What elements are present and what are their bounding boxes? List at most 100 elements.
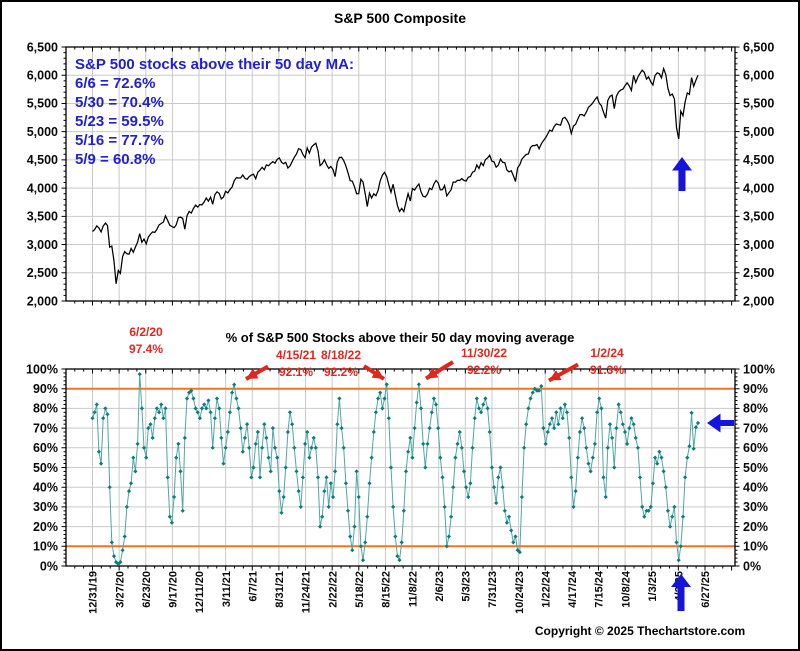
y-axis-label-right: 5,000	[743, 125, 774, 139]
annotation-arrows	[245, 157, 734, 611]
y-axis-label-left: 40%	[33, 481, 58, 495]
x-axis-label: 7/31/23	[487, 571, 499, 608]
y-axis-label-right: 5,500	[743, 97, 774, 111]
y-axis-label-right: 4,000	[743, 181, 774, 195]
callout-peak: 4/15/21 92.1%	[276, 347, 316, 381]
x-axis-label: 9/17/20	[168, 571, 180, 608]
y-axis-label-right: 4,500	[743, 153, 774, 167]
pct-above-ma-markers	[90, 372, 701, 567]
y-axis-label-left: 70%	[33, 421, 58, 435]
y-axis-label-right: 2,000	[743, 294, 774, 308]
red-arrow-icon-1	[245, 364, 269, 381]
callout-value: 97.4%	[128, 342, 164, 356]
blue-up-arrow-icon	[672, 157, 692, 191]
axis-ticks	[61, 368, 740, 571]
callout-date: 1/2/24	[590, 346, 624, 360]
y-axis-label-right: 100%	[743, 362, 775, 376]
x-axis-label: 1/22/24	[540, 570, 552, 608]
x-axis-label: 1/3/25	[647, 571, 659, 602]
y-axis-label-right: 6,500	[743, 40, 774, 54]
x-axis-label: 3/27/20	[114, 571, 126, 608]
x-axis-label: 4/17/24	[567, 570, 579, 608]
red-arrow-icon-3	[424, 360, 455, 381]
annotation-box-title: S&P 500 stocks above their 50 day MA:	[75, 56, 355, 73]
x-axis-label: 12/11/20	[194, 571, 206, 613]
y-axis-label-right: 2,500	[743, 266, 774, 280]
annotation-line: 5/16 = 77.7%	[75, 132, 164, 149]
x-axis-label: 2/6/23	[434, 571, 446, 602]
x-axis-label: 6/23/20	[141, 571, 153, 608]
callout-value: 92.1%	[278, 365, 314, 379]
y-axis-label-right: 50%	[743, 461, 768, 475]
x-axis-label: 10/8/24	[620, 570, 632, 608]
y-axis-label-right: 30%	[743, 500, 768, 514]
annotation-line: 6/6 = 72.6%	[75, 75, 156, 92]
y-axis-label-left: 5,500	[27, 97, 58, 111]
y-axis-label-left: 10%	[33, 540, 58, 554]
x-axis-label: 6/7/21	[247, 571, 259, 602]
callout-value: 92.2%	[323, 365, 359, 379]
callout-value: 92.2%	[466, 363, 502, 377]
y-axis-label-left: 6,500	[27, 40, 58, 54]
y-axis-label-right: 70%	[743, 421, 768, 435]
annotation-line: 5/23 = 59.5%	[75, 113, 164, 130]
y-axis-label-left: 6,000	[27, 69, 58, 83]
callout-peak: 6/2/20 97.4%	[129, 324, 163, 358]
above-ma-annotation-box: S&P 500 stocks above their 50 day MA: 6/…	[75, 55, 354, 169]
x-axis-label: 2/22/22	[327, 571, 339, 608]
y-axis-label-left: 2,000	[27, 294, 58, 308]
x-axis-label: 5/3/23	[461, 571, 473, 602]
x-axis-label: 8/31/21	[274, 571, 286, 608]
y-axis-label-left: 90%	[33, 382, 58, 396]
y-axis-label-right: 10%	[743, 540, 768, 554]
y-axis-label-right: 20%	[743, 520, 768, 534]
blue-left-arrow-icon	[707, 413, 734, 433]
blue-up-arrow2-icon	[671, 574, 691, 611]
y-axis-label-right: 90%	[743, 382, 768, 396]
callout-date: 6/2/20	[129, 325, 163, 339]
x-axis-label: 3/11/21	[221, 571, 233, 607]
x-axis-label: 11/24/21	[301, 571, 313, 613]
annotation-line: 5/30 = 70.4%	[75, 94, 164, 111]
y-axis-label-left: 4,000	[27, 181, 58, 195]
y-axis-label-right: 80%	[743, 402, 768, 416]
callout-value: 91.3%	[589, 363, 625, 377]
y-axis-label-right: 3,500	[743, 210, 774, 224]
annotation-line: 5/9 = 60.8%	[75, 151, 156, 168]
callout-peak: 8/18/22 92.2%	[321, 347, 361, 381]
x-axis-label: 8/15/22	[381, 571, 393, 608]
y-axis-label-left: 5,000	[27, 125, 58, 139]
red-arrow-icon-2	[362, 364, 386, 381]
y-axis-label-left: 4,500	[27, 153, 58, 167]
x-axis-label: 10/24/23	[514, 571, 526, 614]
callout-peak: 11/30/22 92.2%	[461, 345, 507, 379]
callout-date: 4/15/21	[275, 348, 317, 362]
callout-date: 8/18/22	[320, 348, 362, 362]
callout-date: 11/30/22	[460, 346, 508, 360]
y-axis-label-left: 30%	[33, 500, 58, 514]
y-axis-label-right: 3,000	[743, 238, 774, 252]
y-axis-label-left: 80%	[33, 402, 58, 416]
page-title: S&P 500 Composite	[333, 10, 466, 26]
x-axis-label: 7/15/24	[594, 570, 606, 608]
y-axis-label-right: 40%	[743, 481, 768, 495]
y-axis-label-left: 100%	[26, 362, 58, 376]
copyright-text: Copyright © 2025 Thechartstore.com	[534, 624, 746, 638]
pct-above-ma-chart: 0% 0% 10% 10% 20% 20% 30% 30% 40% 40% 50% 50% 60% 60%…	[26, 362, 775, 573]
y-axis-label-left: 20%	[33, 520, 58, 534]
x-axis-label: 11/8/22	[407, 571, 419, 607]
y-axis-label-left: 0%	[40, 559, 58, 573]
x-axis-label: 6/27/25	[700, 571, 712, 608]
axis-ticks	[61, 46, 740, 306]
y-axis-label-right: 0%	[743, 559, 761, 573]
y-axis-label-left: 3,000	[27, 238, 58, 252]
y-axis-label-left: 60%	[33, 441, 58, 455]
price-chart: 2,000 2,000 2,500 2,500 3,000 3,000 3,500 3,500…	[27, 40, 775, 308]
y-axis-label-right: 6,000	[743, 69, 774, 83]
x-axis-label: 5/18/22	[354, 571, 366, 608]
x-axis-label: 12/31/19	[88, 571, 100, 614]
sp500-price-line	[92, 66, 699, 284]
y-axis-label-left: 2,500	[27, 266, 58, 280]
